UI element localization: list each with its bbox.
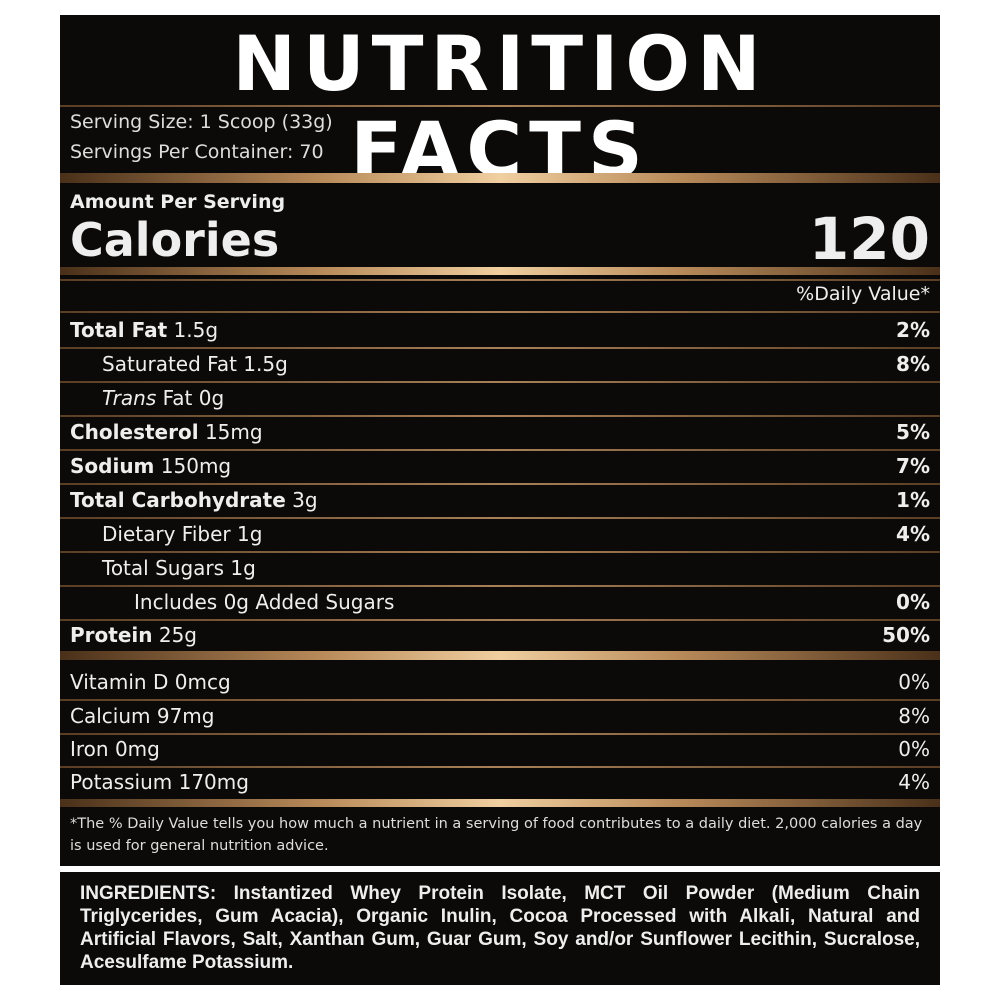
vitamin-row: Calcium 97mg 8% <box>60 699 940 733</box>
nutrient-row: Saturated Fat 1.5g 8% <box>60 347 940 381</box>
nutrient-name-italic: Trans <box>102 386 157 410</box>
nutrient-amount: 1.5g <box>243 352 288 376</box>
separator <box>60 347 940 349</box>
nutrient-row: Cholesterol 15mg 5% <box>60 415 940 449</box>
serving-size: Serving Size: 1 Scoop (33g) <box>70 111 333 133</box>
vitamin-dv: 0% <box>898 737 930 761</box>
separator <box>60 449 940 451</box>
nutrient-dv: 8% <box>896 352 930 376</box>
separator <box>60 799 940 807</box>
nutrient-name: Protein <box>70 623 153 647</box>
nutrient-name: Saturated Fat <box>102 352 237 376</box>
separator <box>60 279 940 281</box>
nutrient-dv: 5% <box>896 420 930 444</box>
nutrient-name: Dietary Fiber <box>102 522 231 546</box>
nutrient-row: Total Carbohydrate 3g 1% <box>60 483 940 517</box>
footnote: *The % Daily Value tells you how much a … <box>70 816 923 854</box>
separator <box>60 619 940 621</box>
separator <box>60 551 940 553</box>
nutrient-row: Sodium 150mg 7% <box>60 449 940 483</box>
nutrient-amount: 1g <box>230 556 256 580</box>
nutrient-amount: 1.5g <box>173 318 219 342</box>
calories-value: 120 <box>808 205 930 273</box>
vitamin-dv: 4% <box>898 770 930 794</box>
nutrient-name: Cholesterol <box>70 420 199 444</box>
separator <box>60 651 940 660</box>
nutrient-amount: 25g <box>158 623 197 647</box>
vitamin-row: Iron 0mg 0% <box>60 732 940 766</box>
nutrient-dv: 2% <box>896 318 930 342</box>
nutrient-row: Dietary Fiber 1g 4% <box>60 517 940 551</box>
separator <box>60 483 940 485</box>
nutrient-amount: 0g <box>198 386 225 410</box>
vitamin-name: Vitamin D <box>70 670 169 694</box>
nutrient-row: Total Sugars 1g <box>60 551 940 585</box>
vitamin-dv: 0% <box>898 670 930 694</box>
vitamin-name: Iron <box>70 737 109 761</box>
vitamin-amount: 97mg <box>156 704 215 728</box>
vitamin-row: Potassium 170mg 4% <box>60 765 940 799</box>
separator <box>60 267 940 275</box>
separator <box>60 173 940 183</box>
daily-value-header: %Daily Value* <box>796 283 930 305</box>
separator <box>60 105 940 107</box>
title: NUTRITION FACTS <box>232 19 768 194</box>
ingredients: INGREDIENTS: Instantized Whey Protein Is… <box>80 882 920 974</box>
nutrient-name: Includes 0g Added Sugars <box>134 590 395 614</box>
nutrient-row: Includes 0g Added Sugars 0% <box>60 585 940 619</box>
amount-per-serving: Amount Per Serving <box>70 191 286 213</box>
nutrient-name: Total Carbohydrate <box>70 488 286 512</box>
nutrient-amount: 150mg <box>160 454 232 478</box>
separator <box>60 415 940 417</box>
nutrient-row: Total Fat 1.5g 2% <box>60 313 940 347</box>
label-panel: NUTRITION FACTS Serving Size: 1 Scoop (3… <box>60 15 940 866</box>
separator <box>60 766 940 768</box>
vitamin-name: Calcium <box>70 704 151 728</box>
ingredients-text: Instantized Whey Protein Isolate, MCT Oi… <box>80 883 921 973</box>
vitamin-amount: 170mg <box>178 770 249 794</box>
servings-per-container: Servings Per Container: 70 <box>70 141 324 163</box>
nutrient-name: Total Fat <box>70 318 168 342</box>
nutrient-dv: 0% <box>896 590 930 614</box>
separator <box>60 585 940 587</box>
separator <box>60 517 940 519</box>
calories-label: Calories <box>70 213 280 267</box>
vitamin-dv: 8% <box>898 704 930 728</box>
separator <box>60 733 940 735</box>
separator <box>60 311 940 313</box>
ingredients-panel: INGREDIENTS: Instantized Whey Protein Is… <box>60 872 940 985</box>
nutrient-name: Total Sugars <box>102 556 225 580</box>
separator <box>60 699 940 701</box>
nutrient-row: Protein 25g 50% <box>60 618 940 652</box>
vitamin-name: Potassium <box>70 770 173 794</box>
vitamin-amount: 0mg <box>114 737 160 761</box>
nutrient-amount: 3g <box>292 488 318 512</box>
nutrient-dv: 1% <box>896 488 930 512</box>
separator <box>60 381 940 383</box>
nutrient-dv: 50% <box>882 623 930 647</box>
ingredients-label: INGREDIENTS: <box>80 883 217 904</box>
nutrient-name: Fat <box>162 386 193 410</box>
nutrient-dv: 4% <box>896 522 930 546</box>
vitamin-row: Vitamin D 0mcg 0% <box>60 665 940 699</box>
nutrient-amount: 1g <box>236 522 263 546</box>
nutrient-amount: 15mg <box>204 420 263 444</box>
nutrient-row: Trans Fat 0g <box>60 381 940 415</box>
vitamin-amount: 0mcg <box>174 670 231 694</box>
nutrient-dv: 7% <box>896 454 930 478</box>
nutrient-name: Sodium <box>70 454 155 478</box>
